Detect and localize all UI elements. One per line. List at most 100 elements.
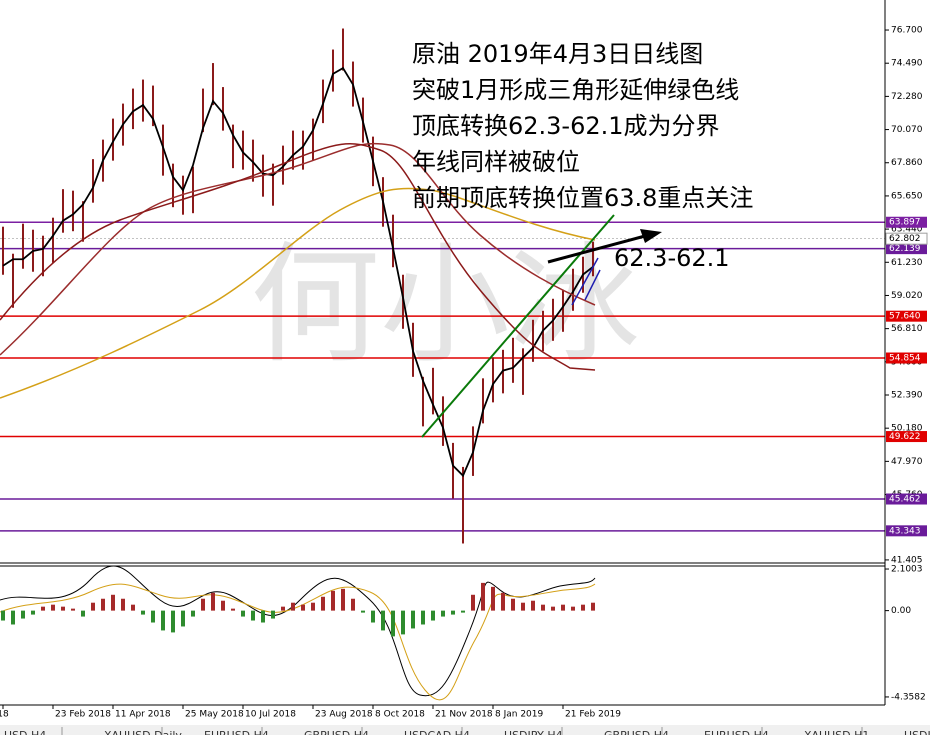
macd-bar: [421, 610, 425, 625]
macd-bar: [451, 610, 455, 615]
macd-bar: [111, 594, 115, 611]
tab[interactable]: EURUSD,H4: [704, 729, 769, 735]
macd-bar: [311, 602, 315, 611]
level-tag: [886, 352, 927, 364]
y-tick-label: 41.405: [891, 555, 923, 565]
macd-bar: [391, 610, 395, 637]
tab[interactable]: USDJ,H4: [904, 729, 930, 735]
macd-bar: [541, 604, 545, 611]
macd-bar: [331, 590, 335, 611]
x-tick-label: 18: [0, 710, 9, 720]
macd-bar: [571, 606, 575, 611]
macd-bar: [531, 600, 535, 611]
macd-bar: [121, 598, 125, 611]
macd-bar: [81, 610, 85, 617]
ma-red: [0, 143, 596, 371]
x-tick-label: 8 Jan 2019: [495, 710, 543, 720]
macd-bar: [151, 610, 155, 623]
macd-bar: [231, 608, 235, 611]
macd-bar: [411, 610, 415, 629]
macd-bar: [401, 610, 405, 635]
tab[interactable]: EURUSD,H4: [204, 729, 269, 735]
level-tag: [886, 431, 927, 443]
macd-bar: [441, 610, 445, 617]
y-tick-label: 65.650: [891, 191, 923, 201]
macd-bar: [71, 608, 75, 611]
level-tag: [886, 493, 927, 505]
macd-tick-label: 2.1003: [891, 565, 923, 575]
x-tick-label: 21 Feb 2019: [565, 710, 621, 720]
annotation: 原油 2019年4月3日日线图: [412, 40, 703, 68]
y-tick-label: 72.280: [891, 92, 923, 102]
macd-bar: [261, 610, 265, 623]
annotation: 前期顶底转换位置63.8重点关注: [412, 184, 753, 212]
macd-bar: [21, 610, 25, 619]
y-tick-label: 63.440: [891, 225, 923, 235]
macd-bar: [61, 606, 65, 611]
macd-bar: [581, 604, 585, 611]
macd-bar: [191, 610, 195, 617]
tab[interactable]: USDCAD,H4: [404, 729, 470, 735]
tab[interactable]: GBPUSD,H4: [304, 729, 369, 735]
macd-bar: [201, 598, 205, 611]
macd-bar: [471, 594, 475, 611]
x-tick-label: 10 Jul 2018: [245, 710, 296, 720]
x-tick-label: 23 Aug 2018: [315, 710, 373, 720]
macd-bar: [181, 610, 185, 627]
macd-bar: [31, 610, 35, 615]
macd-bar: [281, 606, 285, 611]
current-price-label: 62.802: [889, 234, 921, 244]
tab[interactable]: XAUUSD,H1: [804, 729, 869, 735]
annotation: 突破1月形成三角形延伸绿色线: [412, 76, 739, 104]
y-tick-label: 70.070: [891, 125, 923, 135]
level-label: 54.854: [889, 354, 921, 364]
level-label: 63.897: [889, 218, 921, 228]
macd-bar: [241, 610, 245, 617]
ma-yellow: [0, 187, 596, 399]
tab-bar: [0, 725, 930, 735]
y-tick-label: 52.390: [891, 391, 923, 401]
level-tag: [886, 216, 927, 228]
macd-bar: [511, 598, 515, 611]
x-tick-label: 25 May 2018: [185, 710, 244, 720]
macd-bar: [431, 610, 435, 621]
annotation: 顶底转换62.3-62.1成为分界: [412, 112, 720, 140]
x-tick-label: 21 Nov 2018: [435, 710, 493, 720]
macd-bar: [301, 604, 305, 611]
macd-bar: [381, 610, 385, 631]
y-tick-label: 61.230: [891, 258, 923, 268]
ma-brown: [0, 142, 596, 356]
tab[interactable]: GBPUSD,H4: [604, 729, 669, 735]
tab[interactable]: USD,H4: [4, 729, 46, 735]
macd-bar: [361, 610, 365, 613]
macd-bar: [131, 604, 135, 611]
arrow-head: [640, 229, 662, 243]
macd-bar: [11, 610, 15, 625]
macd-bar: [211, 592, 215, 611]
marker-label: 62.3-62.1: [614, 244, 730, 272]
macd-bar: [501, 592, 505, 611]
channel-line: [571, 257, 599, 306]
tab[interactable]: USDJPY,H4: [504, 729, 563, 735]
level-label: 45.462: [889, 495, 921, 505]
y-tick-label: 59.020: [891, 291, 923, 301]
level-tag: [886, 525, 927, 537]
level-label: 62.139: [889, 244, 921, 254]
macd-bar: [351, 598, 355, 611]
x-tick-label: 11 Apr 2018: [115, 710, 171, 720]
macd-bar: [561, 604, 565, 611]
level-tag: [886, 310, 927, 322]
level-label: 49.622: [889, 432, 921, 442]
tab[interactable]: XAUUSD,Daily: [104, 729, 182, 735]
macd-bar: [521, 602, 525, 611]
macd-bar: [51, 604, 55, 611]
macd-bar: [251, 610, 255, 621]
channel-line: [584, 269, 601, 301]
plot-area: [0, 28, 885, 544]
y-tick-label: 76.700: [891, 26, 923, 36]
macd-bar: [1, 610, 5, 621]
y-tick-label: 47.970: [891, 457, 923, 467]
macd-bar: [341, 588, 345, 611]
macd-bar: [171, 610, 175, 633]
